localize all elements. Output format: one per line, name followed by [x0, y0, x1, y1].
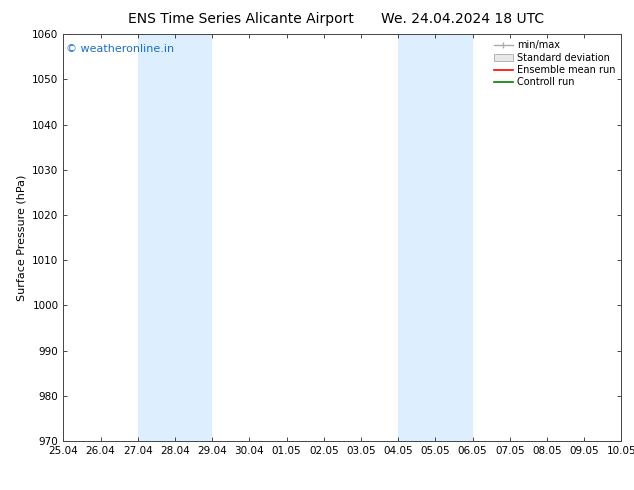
Text: © weatheronline.in: © weatheronline.in [66, 45, 174, 54]
Y-axis label: Surface Pressure (hPa): Surface Pressure (hPa) [16, 174, 27, 301]
Legend: min/max, Standard deviation, Ensemble mean run, Controll run: min/max, Standard deviation, Ensemble me… [491, 37, 618, 90]
Bar [138, 34, 212, 441]
Bar [398, 34, 472, 441]
Text: ENS Time Series Alicante Airport: ENS Time Series Alicante Airport [128, 12, 354, 26]
Text: We. 24.04.2024 18 UTC: We. 24.04.2024 18 UTC [381, 12, 545, 26]
